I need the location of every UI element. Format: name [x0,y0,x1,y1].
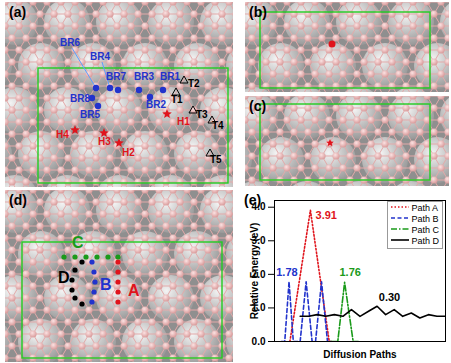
svg-text:B: B [100,276,112,293]
html-text:Path A: Path A [411,203,438,213]
html-text:Path D: Path D [411,236,439,246]
svg-text:BR1: BR1 [160,71,180,82]
svg-text:T2: T2 [188,78,200,89]
svg-text:H3: H3 [98,136,111,147]
svg-text:H1: H1 [177,116,190,127]
html-text:Path B: Path B [411,214,439,224]
svg-text:T1: T1 [171,94,183,105]
svg-text:H4: H4 [56,129,69,140]
svg-text:C: C [72,234,84,251]
svg-text:BR4: BR4 [90,51,110,62]
html-text:Path C: Path C [411,225,439,235]
svg-text:0.30: 0.30 [379,291,400,303]
svg-text:A: A [128,282,140,299]
svg-text:H2: H2 [122,147,135,158]
svg-text:3.91: 3.91 [316,209,337,221]
svg-text:(d): (d) [9,192,27,208]
svg-text:0.0: 0.0 [252,336,266,347]
svg-text:Diffusion Paths: Diffusion Paths [323,349,397,360]
svg-text:BR7: BR7 [106,71,126,82]
html-text:(e): (e) [244,192,262,208]
svg-text:BR3: BR3 [134,71,154,82]
svg-text:BR2: BR2 [146,99,166,110]
svg-text:T3: T3 [196,109,208,120]
svg-text:1.76: 1.76 [339,266,360,278]
svg-text:BR6: BR6 [60,37,80,48]
svg-text:(b): (b) [249,4,267,20]
svg-text:(c): (c) [249,98,266,114]
svg-text:1.78: 1.78 [276,266,297,278]
svg-text:BR5: BR5 [80,109,100,120]
svg-text:Relative Energy (eV): Relative Energy (eV) [249,223,260,320]
svg-text:T4: T4 [212,120,224,131]
svg-text:BR8: BR8 [70,93,90,104]
svg-text:(a): (a) [9,4,26,20]
svg-text:D: D [58,269,70,286]
svg-text:T5: T5 [210,154,222,165]
